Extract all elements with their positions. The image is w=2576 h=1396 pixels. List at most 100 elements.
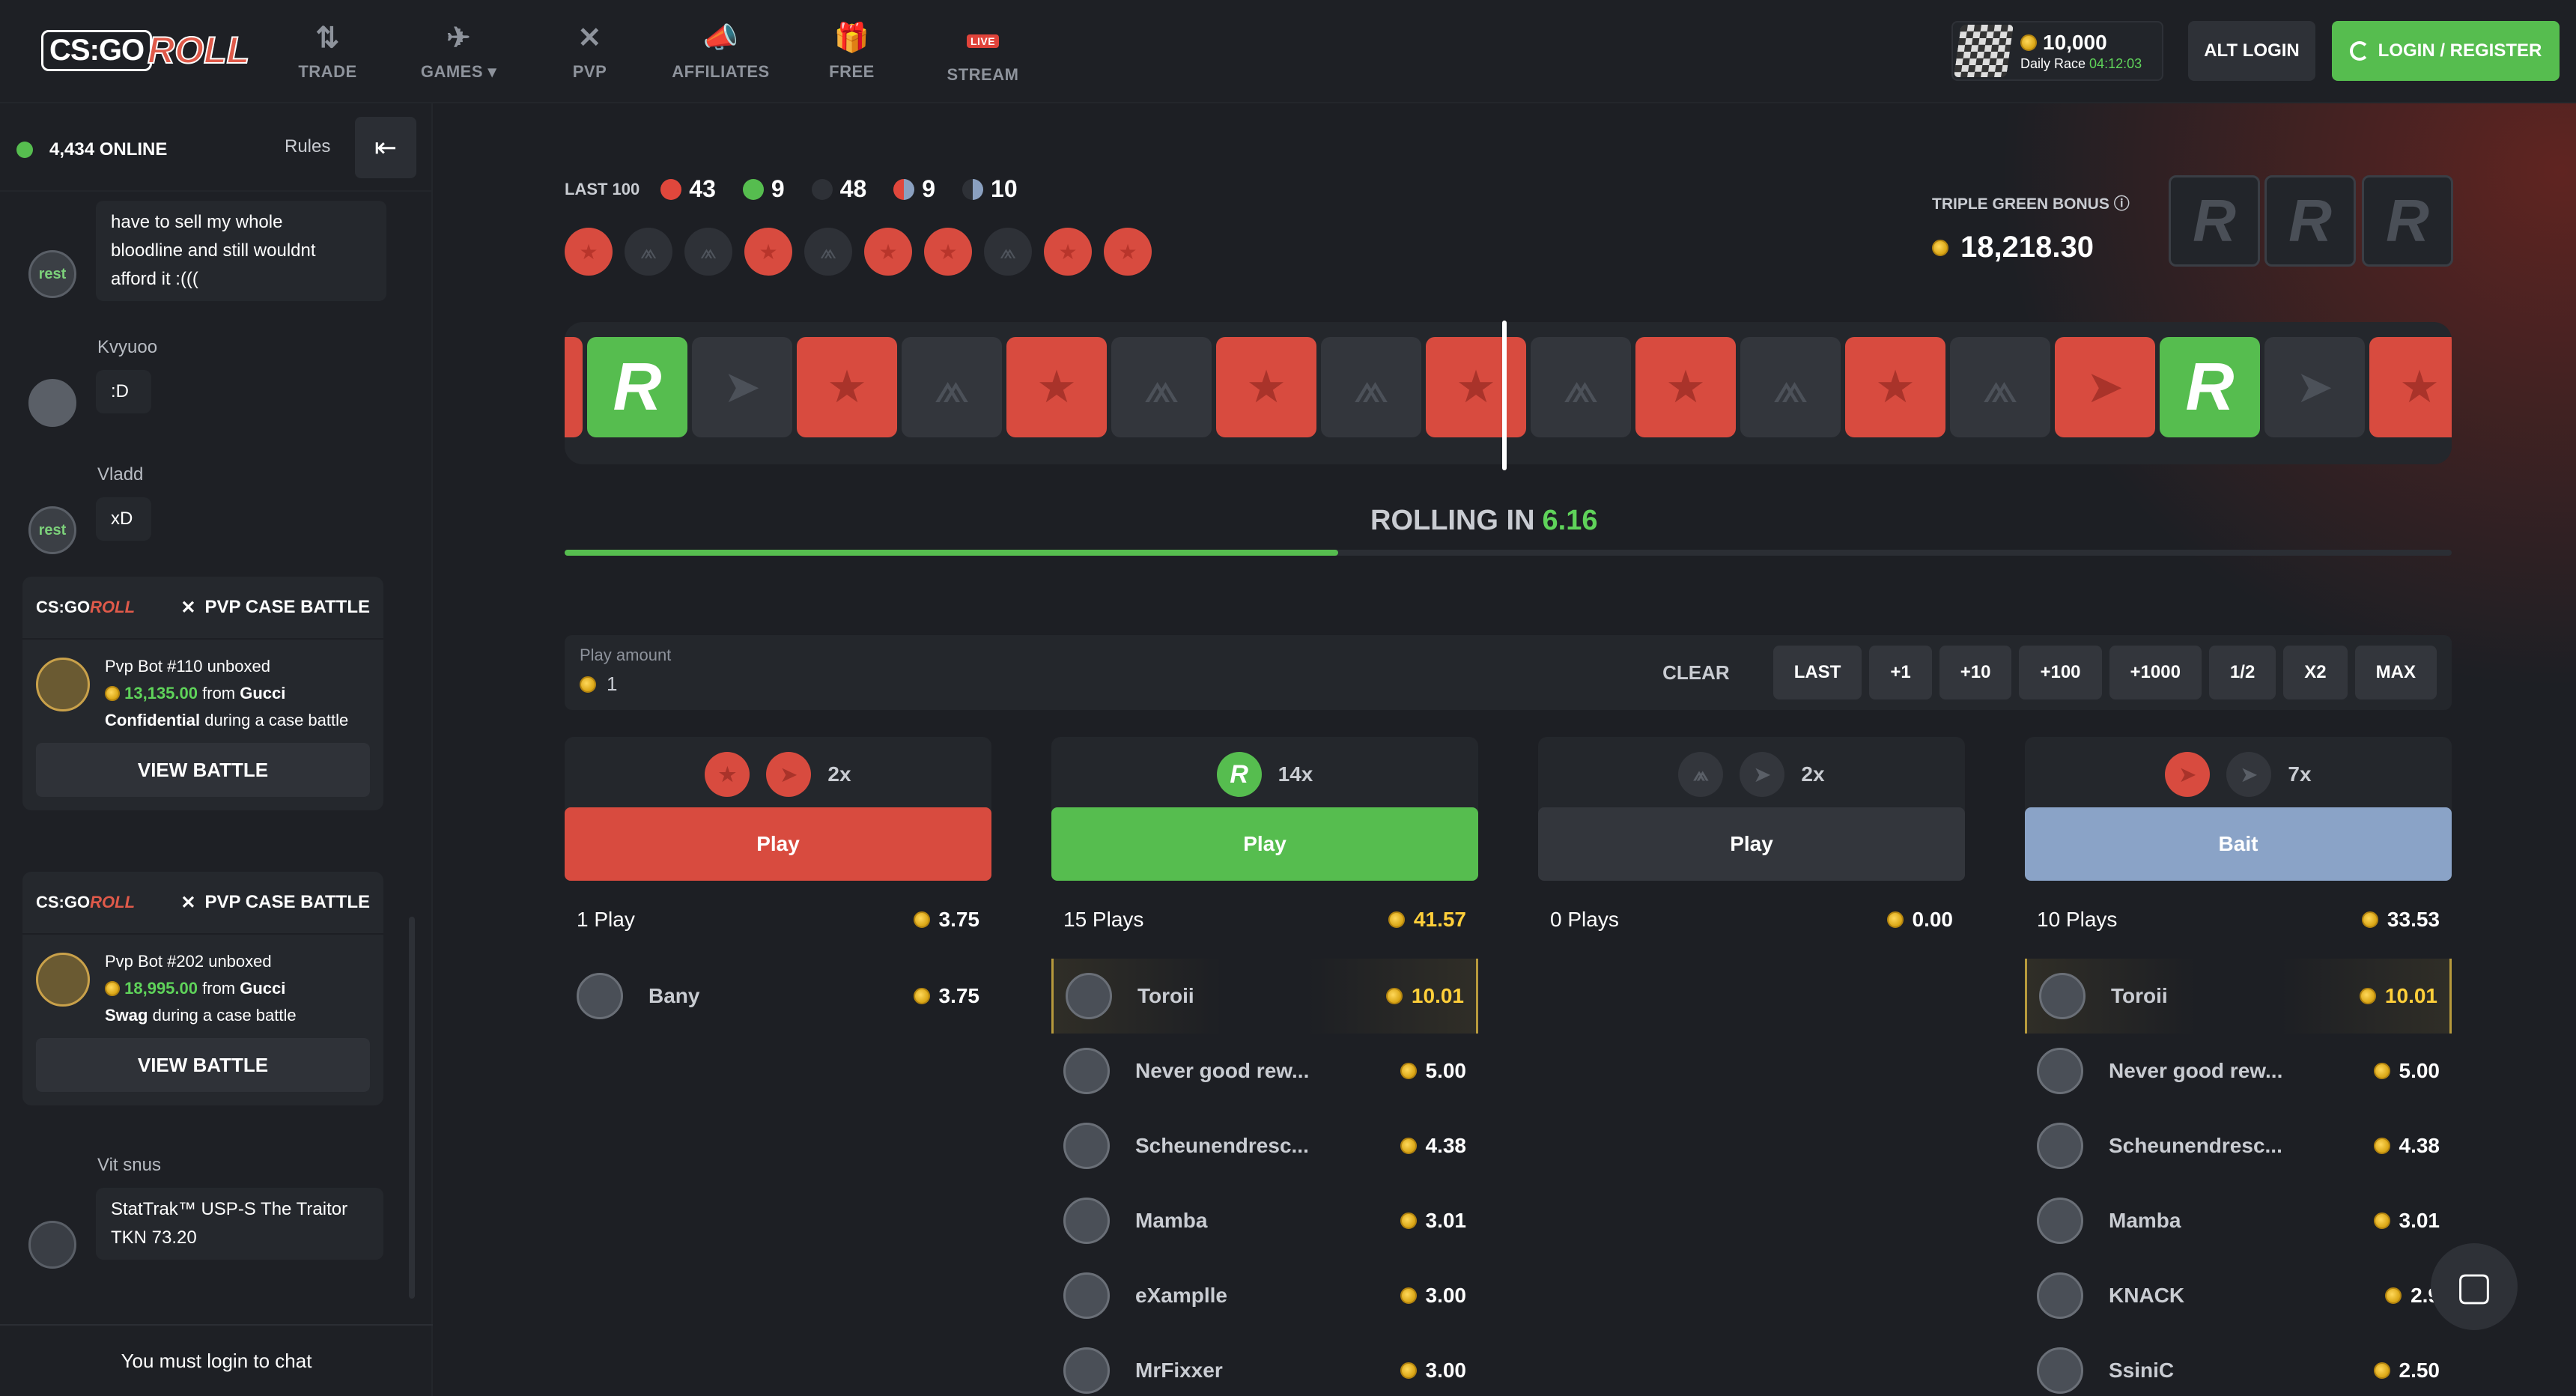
- avatar[interactable]: [2037, 1198, 2083, 1244]
- plays-total: 41.57: [1413, 908, 1466, 931]
- nav-games[interactable]: ✈ GAMES ▾: [393, 0, 524, 103]
- coin-icon: [105, 686, 120, 701]
- support-chat-button[interactable]: ▢: [2431, 1243, 2518, 1330]
- battle-bot: Pvp Bot #110 unboxed: [105, 657, 270, 676]
- player-name[interactable]: Mamba: [1135, 1209, 1208, 1232]
- chat-message: have to sell my whole bloodline and stil…: [96, 201, 386, 301]
- player-name[interactable]: Never good rew...: [1135, 1059, 1310, 1082]
- player-amount: 4.38: [1400, 1134, 1466, 1158]
- history-red: ★: [1104, 228, 1152, 276]
- play-red-button[interactable]: Play: [565, 807, 991, 881]
- last-button[interactable]: LAST: [1772, 646, 1862, 699]
- plus-100-button[interactable]: +100: [2019, 646, 2102, 699]
- coin-icon: [913, 988, 930, 1004]
- max-button[interactable]: MAX: [2354, 646, 2437, 699]
- avatar[interactable]: [1063, 1048, 1110, 1094]
- avatar[interactable]: [2037, 1347, 2083, 1394]
- nav-pvp[interactable]: ✕ PVP: [524, 0, 655, 103]
- chat-username[interactable]: Kvyuoo: [97, 337, 158, 357]
- player-name[interactable]: Mamba: [2109, 1209, 2181, 1232]
- login-register-button[interactable]: LOGIN / REGISTER: [2332, 21, 2560, 81]
- reel-tile-dark-fish: ➤: [692, 337, 792, 437]
- avatar[interactable]: [1063, 1123, 1110, 1169]
- reel-tile-red: ★: [2369, 337, 2452, 437]
- player-row: Never good rew... 5.00: [1051, 1034, 1478, 1108]
- coin-icon: [1932, 239, 1948, 256]
- half-button[interactable]: 1/2: [2208, 646, 2276, 699]
- rules-link[interactable]: Rules: [285, 136, 331, 157]
- nav-affiliates[interactable]: 📣 AFFILIATES: [655, 0, 786, 103]
- plays-count: 15 Plays: [1063, 908, 1144, 931]
- play-black-button[interactable]: Play: [1538, 807, 1965, 881]
- triple-green-label[interactable]: TRIPLE GREEN BONUS ⓘ: [1932, 195, 2130, 213]
- plays-count: 1 Play: [577, 908, 635, 931]
- multiplier: 2x: [1801, 762, 1825, 786]
- plays-count: 0 Plays: [1550, 908, 1619, 931]
- collapse-sidebar-button[interactable]: ⇤: [355, 117, 416, 178]
- avatar[interactable]: rest: [28, 250, 76, 298]
- avatar[interactable]: [1063, 1347, 1110, 1394]
- clear-button[interactable]: CLEAR: [1662, 661, 1730, 684]
- coin-icon: [2373, 1213, 2390, 1229]
- coin-icon: [1400, 1213, 1417, 1229]
- history-red: ★: [864, 228, 912, 276]
- chat-username[interactable]: Vit snus: [97, 1155, 161, 1175]
- swords-icon: ✕: [180, 892, 196, 913]
- player-name[interactable]: MrFixxer: [1135, 1359, 1223, 1382]
- player-name[interactable]: Toroii: [1137, 984, 1194, 1007]
- plus-1-button[interactable]: +1: [1869, 646, 1932, 699]
- player-name[interactable]: SsiniC: [2109, 1359, 2175, 1382]
- history-black: ⩕: [804, 228, 852, 276]
- battle-text: Pvp Bot #202 unboxed 18,995.00 from Gucc…: [22, 935, 383, 1029]
- chat-message: StatTrak™ USP-S The Traitor TKN 73.20: [96, 1188, 383, 1260]
- history-red: ★: [924, 228, 972, 276]
- alt-login-button[interactable]: ALT LOGIN: [2188, 21, 2315, 81]
- avatar[interactable]: [28, 379, 76, 427]
- roulette-main: LAST 100 43 9 48 9 10 ★ ⩕ ⩕ ★ ⩕ ★ ★ ⩕ ★ ★ TRIPLE …: [434, 103, 2576, 1396]
- nav-stream[interactable]: LIVE STREAM: [917, 0, 1048, 103]
- reel-tile-dark: ⩕: [1111, 337, 1212, 437]
- avatar[interactable]: [28, 1221, 76, 1269]
- avatar[interactable]: [2037, 1048, 2083, 1094]
- avatar[interactable]: [2037, 1272, 2083, 1319]
- live-icon: LIVE: [966, 19, 1000, 58]
- chat-username[interactable]: Vladd: [97, 464, 144, 485]
- avatar[interactable]: [2039, 973, 2086, 1019]
- nav-trade[interactable]: ⇅ TRADE: [262, 0, 393, 103]
- player-name[interactable]: Scheunendresc...: [1135, 1134, 1309, 1157]
- avatar[interactable]: rest: [28, 506, 76, 554]
- swords-icon: ✕: [180, 597, 196, 618]
- nav-free[interactable]: 🎁 FREE: [786, 0, 917, 103]
- chat-scrollbar[interactable]: [409, 917, 415, 1299]
- chat-line: bloodline and still wouldnt: [111, 240, 316, 261]
- avatar[interactable]: [2037, 1123, 2083, 1169]
- player-name[interactable]: Scheunendresc...: [2109, 1134, 2282, 1157]
- battle-amount: 13,135.00: [124, 684, 198, 702]
- plus-1000-button[interactable]: +1000: [2109, 646, 2202, 699]
- bet-column-bait: ➤ ➤ 7x Bait 10 Plays 33.53 Toroii 10.01 Never…: [2025, 737, 2452, 1396]
- double-button[interactable]: X2: [2283, 646, 2348, 699]
- daily-race-widget[interactable]: 10,000 Daily Race 04:12:03: [1951, 21, 2163, 81]
- play-bait-button[interactable]: Bait: [2025, 807, 2452, 881]
- player-name[interactable]: KNACK: [2109, 1284, 2185, 1307]
- rolling-timer: ROLLING IN 6.16: [1370, 505, 1598, 536]
- player-name[interactable]: eXamplle: [1135, 1284, 1227, 1307]
- avatar[interactable]: [1063, 1272, 1110, 1319]
- avatar[interactable]: [1063, 1198, 1110, 1244]
- bot-avatar: [36, 658, 90, 711]
- site-logo[interactable]: CS:GO ROLL: [41, 22, 250, 78]
- player-name[interactable]: Never good rew...: [2109, 1059, 2283, 1082]
- view-battle-button[interactable]: VIEW BATTLE: [36, 1038, 370, 1092]
- view-battle-button[interactable]: VIEW BATTLE: [36, 743, 370, 797]
- avatar[interactable]: [577, 973, 623, 1019]
- login-to-chat-prompt[interactable]: You must login to chat: [0, 1324, 433, 1396]
- avatar[interactable]: [1066, 973, 1112, 1019]
- play-green-button[interactable]: Play: [1051, 807, 1478, 881]
- mini-logo: CS:GOROLL: [36, 893, 136, 911]
- rolling-progress-bar: [565, 550, 2452, 556]
- history-black: ⩕: [625, 228, 672, 276]
- play-amount-input[interactable]: 1: [580, 673, 617, 696]
- plus-10-button[interactable]: +10: [1939, 646, 2012, 699]
- player-name[interactable]: Bany: [648, 984, 700, 1007]
- player-name[interactable]: Toroii: [2111, 984, 2168, 1007]
